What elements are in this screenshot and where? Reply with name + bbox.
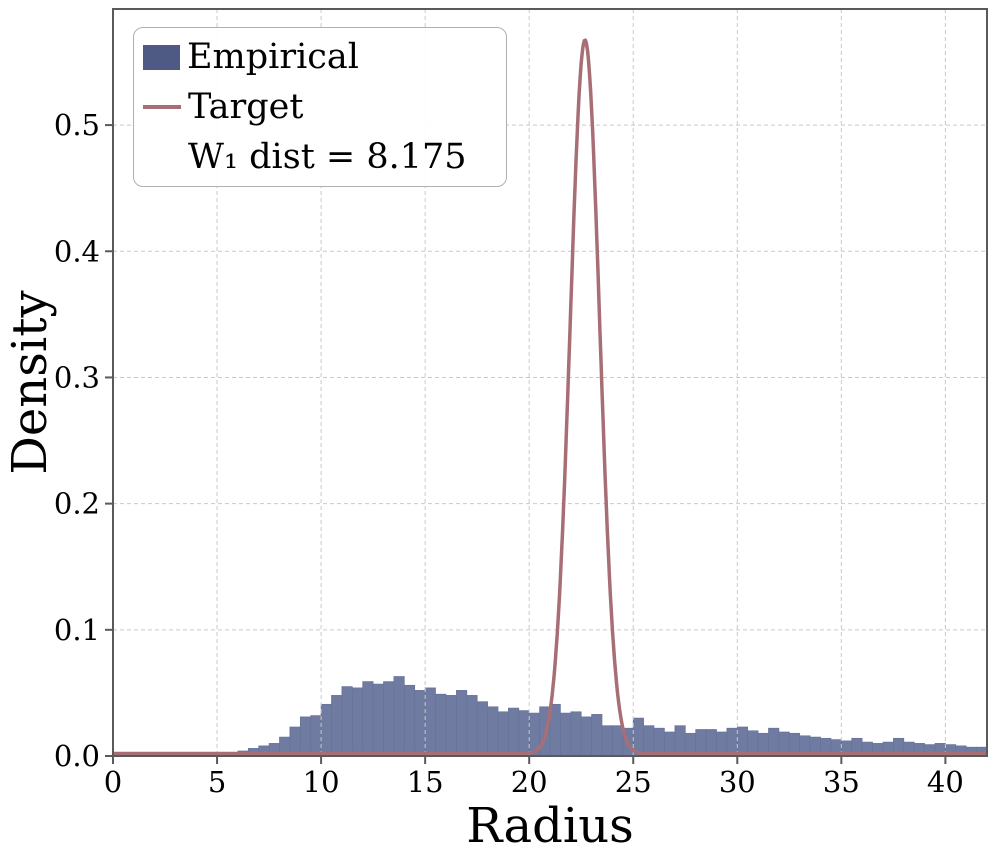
histogram-bar: [476, 701, 488, 757]
x-tick-label: 35: [823, 765, 860, 799]
histogram-bar: [341, 686, 353, 757]
histogram-swatch-icon: [143, 44, 180, 70]
histogram-bar: [424, 687, 436, 757]
histogram-bar: [736, 726, 749, 757]
x-tick-label: 0: [104, 765, 122, 799]
histogram-bar: [466, 695, 478, 757]
histogram-bar: [487, 706, 499, 757]
legend-item-w1-distance: W₁ dist = 8.175: [143, 132, 496, 182]
x-tick-label: 10: [303, 765, 340, 799]
histogram-bar: [435, 693, 447, 757]
y-tick-label: 0.0: [54, 739, 100, 773]
legend-label-target: Target: [188, 86, 304, 127]
chart-legend: Empirical Target W₁ dist = 8.175: [133, 27, 507, 187]
y-axis-title: Density: [2, 290, 58, 474]
target-line-swatch-icon: [143, 105, 181, 109]
histogram-bar: [362, 681, 374, 757]
histogram-bar: [508, 707, 520, 757]
histogram-bar: [414, 690, 426, 757]
histogram-bar: [497, 711, 509, 757]
x-tick-label: 30: [719, 765, 756, 799]
histogram-bar: [601, 725, 613, 757]
y-tick-label: 0.3: [54, 360, 100, 394]
histogram-bar: [612, 725, 624, 757]
x-tick-label: 15: [407, 765, 444, 799]
plot-border: [112, 8, 988, 757]
histogram-bar: [560, 712, 572, 757]
histogram-bar: [518, 710, 530, 757]
histogram-bar: [351, 687, 364, 757]
histogram-bar: [580, 716, 592, 757]
histogram-bar: [570, 711, 582, 757]
histogram-bar: [372, 683, 384, 757]
blank-swatch: [143, 155, 181, 159]
y-tick-label: 0.2: [54, 487, 100, 521]
histogram-bar: [383, 681, 395, 757]
histogram-bar: [320, 703, 332, 757]
x-tick-label: 20: [511, 765, 548, 799]
y-tick-label: 0.4: [54, 234, 100, 268]
legend-label-empirical: Empirical: [187, 36, 359, 77]
legend-item-empirical: Empirical: [143, 32, 496, 82]
histogram-bar: [674, 725, 686, 757]
histogram-bar: [393, 676, 405, 757]
histogram-bar: [445, 695, 457, 757]
legend-item-target: Target: [143, 82, 496, 132]
histogram-bar: [331, 695, 343, 757]
histogram-bar: [591, 714, 603, 757]
target-curve: [112, 38, 988, 756]
y-tick-label: 0.5: [54, 108, 100, 142]
histogram-bar: [289, 726, 301, 757]
x-tick-label: 40: [927, 765, 964, 799]
x-tick-label: 5: [208, 765, 226, 799]
histogram-bar: [456, 690, 468, 757]
histogram-bar: [299, 716, 312, 757]
y-tick-label: 0.1: [54, 613, 100, 647]
x-tick-label: 25: [615, 765, 652, 799]
histogram-bar: [403, 684, 416, 757]
legend-label-w1-distance: W₁ dist = 8.175: [188, 136, 467, 177]
histogram-bar: [643, 725, 655, 757]
x-axis-title: Radius: [466, 798, 633, 853]
histogram-bar: [310, 715, 322, 757]
